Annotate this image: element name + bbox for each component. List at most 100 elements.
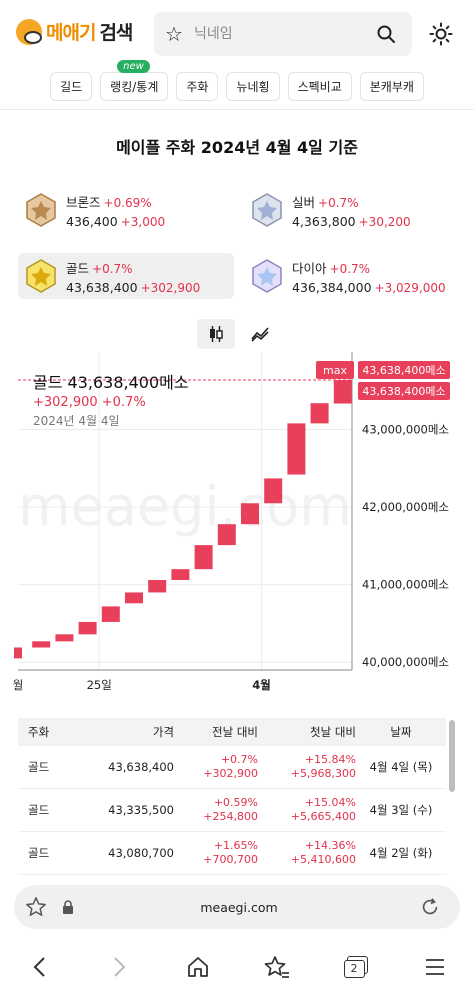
main-nav: 길드 new 랭킹/통계 주화 뉴네횡 스펙비교 본캐부캐 (0, 60, 474, 101)
table-scrollbar[interactable] (449, 720, 455, 792)
nav-coin-label: 주화 (186, 80, 209, 94)
candle (287, 423, 306, 475)
nav-spec-compare-label: 스펙비교 (297, 80, 342, 94)
currency-change-pct: +0.7% (329, 261, 371, 276)
row-date: 4월 2일 (화) (369, 846, 433, 860)
coin-history-table: 주화 가격 전날 대비 첫날 대비 날짜 골드 43,638,400 +0.7%… (18, 718, 446, 875)
hamburger-menu-icon (425, 959, 444, 975)
last-value-tag (358, 382, 450, 401)
site-logo[interactable]: 메애기 검색 (16, 18, 133, 45)
candle (217, 524, 236, 546)
browser-address-bar[interactable]: meaegi.com (14, 885, 460, 929)
menu-button[interactable] (415, 947, 455, 987)
candle (125, 592, 143, 604)
row-price: 43,638,400 (108, 760, 174, 774)
candle (310, 403, 329, 424)
home-icon (187, 957, 208, 977)
row-coin: 골드 (28, 760, 50, 774)
tabs-button[interactable]: 2 (336, 947, 376, 987)
new-badge: new (117, 60, 150, 73)
max-value-label: 43,638,400메소 (362, 364, 445, 377)
line-chart-icon (251, 327, 269, 342)
y-tick-label: 40,000,000메소 (362, 655, 449, 669)
header-coin: 주화 (28, 725, 50, 739)
sun-icon (429, 22, 453, 46)
logo-main-text: 메애기 (46, 22, 96, 44)
currency-price: 436,384,000 (292, 279, 372, 295)
nav-ranking[interactable]: new 랭킹/통계 (100, 60, 169, 101)
url-text[interactable]: meaegi.com (200, 899, 278, 915)
row-date: 4월 4일 (목) (369, 760, 433, 774)
candle (101, 606, 120, 622)
candlestick-mode-button[interactable] (197, 319, 235, 349)
currency-price: 436,400 (66, 213, 118, 229)
last-value-label: 43,638,400메소 (362, 385, 445, 398)
candle (32, 641, 51, 648)
bookmark-star-icon[interactable] (14, 896, 58, 918)
favorite-star-icon[interactable]: ☆ (165, 22, 183, 46)
forward-button[interactable] (99, 947, 139, 987)
nav-guild[interactable]: 길드 (50, 72, 93, 101)
nav-main-sub-label: 본캐부캐 (369, 80, 414, 94)
lock-icon (58, 900, 78, 914)
line-mode-button[interactable] (241, 319, 279, 349)
chart-info: 골드 43,638,400메소 +302,900 +0.7% 2024년 4월 … (33, 369, 189, 429)
candlestick-icon (210, 326, 223, 342)
nav-news-label: 뉴네횡 (236, 80, 270, 94)
row-first-pct: +15.84% (304, 753, 356, 766)
row-prev-abs: +700,700 (203, 853, 258, 866)
nickname-search-input[interactable] (194, 26, 364, 42)
currency-name: 골드 (66, 260, 90, 276)
candle (194, 545, 213, 570)
y-tick-label: 43,000,000메소 (362, 423, 449, 437)
nav-coin[interactable]: 주화 (176, 72, 219, 101)
currency-change-abs: +3,029,000 (374, 280, 446, 295)
silver-coin-icon (252, 193, 282, 227)
currency-change-abs: +302,900 (140, 280, 201, 295)
currency-name: 다이아 (292, 260, 327, 276)
row-coin: 골드 (28, 846, 50, 860)
nav-main-sub[interactable]: 본캐부캐 (359, 72, 424, 101)
row-first-diff: +15.84% +5,968,300 (258, 753, 356, 781)
nav-news[interactable]: 뉴네횡 (226, 72, 280, 101)
bronze-coin-icon (26, 193, 56, 227)
currency-price: 4,363,800 (292, 213, 356, 229)
max-tag (316, 361, 354, 380)
header-date: 날짜 (390, 725, 412, 739)
nav-ranking-label: 랭킹/통계 (110, 80, 159, 94)
tab-count: 2 (343, 960, 365, 978)
header-price: 가격 (152, 725, 174, 739)
currency-change-abs: +3,000 (120, 214, 166, 229)
row-price: 43,080,700 (108, 846, 174, 860)
home-button[interactable] (178, 947, 218, 987)
reload-icon[interactable] (400, 896, 460, 918)
currency-card-silver[interactable]: 실버 +0.7% 4,363,800 +30,200 (244, 187, 460, 233)
back-arrow-icon (33, 957, 45, 977)
currency-card-bronze[interactable]: 브론즈 +0.69% 436,400 +3,000 (18, 187, 234, 233)
back-button[interactable] (20, 947, 60, 987)
row-first-abs: +5,665,400 (290, 810, 356, 823)
bookmarks-button[interactable] (257, 947, 297, 987)
search-button[interactable] (364, 24, 408, 44)
currency-card-gold[interactable]: 골드 +0.7% 43,638,400 +302,900 (18, 253, 234, 299)
row-prev-pct: +1.65% (213, 839, 258, 852)
currency-change-pct: +0.7% (92, 261, 133, 276)
row-prev-abs: +254,800 (203, 810, 258, 823)
gold-price-chart[interactable]: meaegi.com 43,000,000메소 42,000,000메소 41,000… (0, 350, 474, 700)
chart-info-date: 2024년 4월 4일 (33, 414, 120, 428)
nav-spec-compare[interactable]: 스펙비교 (287, 72, 352, 101)
theme-toggle-button[interactable] (424, 16, 458, 52)
currency-card-diamond[interactable]: 다이아 +0.7% 436,384,000 +3,029,000 (244, 253, 460, 299)
currency-name: 실버 (292, 194, 316, 210)
candle (78, 621, 97, 635)
page-title: 메이플 주화 2024년 4월 4일 기준 (116, 138, 358, 157)
row-prev-pct: +0.7% (220, 753, 258, 766)
row-first-diff: +14.36% +5,410,600 (258, 839, 356, 867)
max-value-tag (358, 361, 450, 380)
diamond-coin-icon (252, 259, 282, 293)
currency-change-pct: +0.7% (318, 195, 359, 210)
chart-info-price: 골드 43,638,400메소 (33, 373, 189, 392)
row-first-abs: +5,968,300 (290, 767, 356, 780)
row-prev-abs: +302,900 (203, 767, 258, 780)
